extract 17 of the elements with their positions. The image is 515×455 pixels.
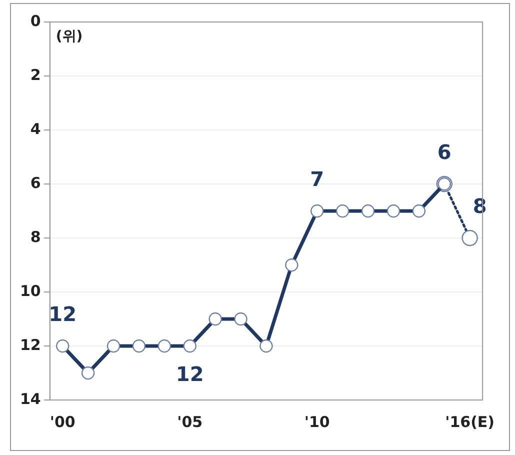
x-tick-label: '10 (304, 412, 330, 431)
y-tick-label: 10 (20, 282, 41, 300)
y-tick-label: 8 (30, 228, 41, 246)
y-tick-label: 2 (30, 66, 41, 84)
y-axis-title: (위) (56, 28, 83, 45)
x-tick-label: '00 (50, 412, 76, 431)
data-label: 12 (176, 362, 204, 386)
y-tick-label: 0 (30, 12, 41, 30)
y-tick-label: 14 (20, 390, 41, 408)
data-label: 7 (310, 167, 324, 192)
x-tick-label: '16(E) (445, 412, 495, 431)
y-tick-label: 12 (20, 336, 41, 354)
y-tick-label: 6 (30, 174, 41, 192)
data-label: 6 (437, 140, 452, 164)
data-label: 12 (48, 302, 77, 326)
y-tick-label: 4 (30, 120, 41, 138)
x-tick-label: '05 (177, 412, 203, 431)
